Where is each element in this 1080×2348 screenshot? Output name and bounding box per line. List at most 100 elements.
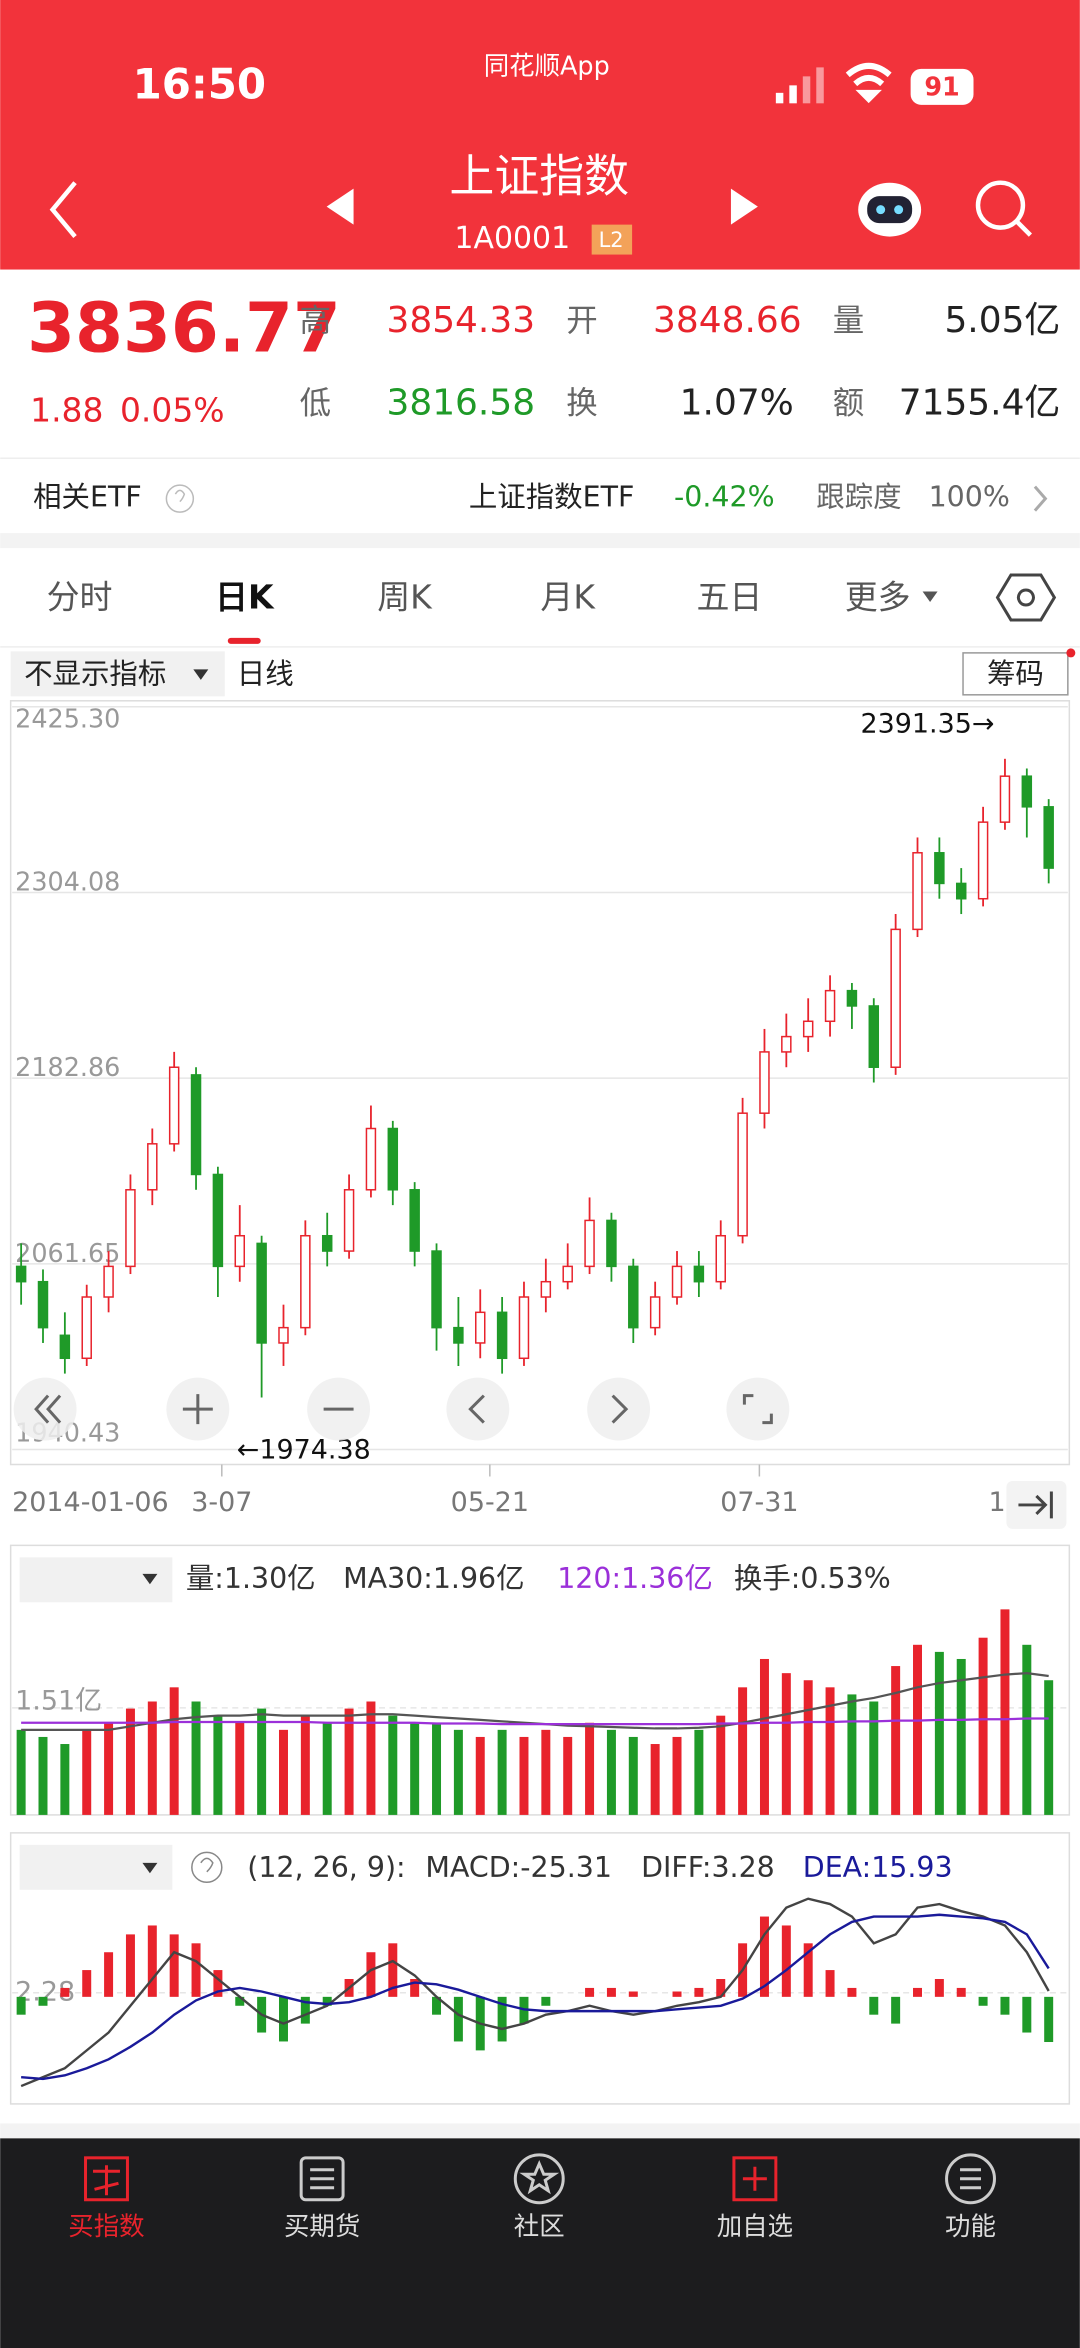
title: 上证指数 — [449, 150, 629, 203]
macd-bar — [585, 1987, 595, 1997]
volume-bar — [541, 1729, 551, 1815]
field-label: 高 — [300, 303, 331, 339]
back-button[interactable] — [49, 181, 77, 239]
move-left[interactable] — [446, 1377, 510, 1441]
macd-line — [21, 1913, 1050, 2081]
chip-button[interactable] — [962, 652, 1069, 696]
volume-bar — [147, 1701, 157, 1815]
period: 日线 — [237, 657, 294, 690]
volume-bar — [169, 1687, 179, 1815]
volume-bar — [235, 1722, 245, 1815]
volume-bar — [803, 1680, 813, 1815]
nav-item[interactable]: 社区 — [514, 2212, 565, 2242]
macd-bar — [300, 1996, 310, 2024]
macd-bar — [60, 1987, 70, 1997]
volume-bar — [869, 1701, 879, 1815]
candle-body — [715, 1234, 726, 1283]
candle-body — [103, 1265, 114, 1298]
candle-body — [59, 1334, 71, 1360]
candle-body — [343, 1189, 355, 1252]
volume-bar — [563, 1736, 573, 1815]
candle-body — [212, 1173, 224, 1268]
tab[interactable]: 分时 — [47, 577, 113, 616]
etf-arrow[interactable] — [1033, 485, 1048, 512]
tab[interactable]: 周K — [377, 577, 433, 616]
volume-bar — [82, 1729, 92, 1815]
macd-bar — [16, 1996, 26, 2015]
volume-bar — [1000, 1609, 1010, 1815]
macd-bar — [847, 1987, 857, 1997]
macd-help[interactable] — [191, 1851, 223, 1884]
macd-bar — [322, 1996, 332, 2006]
fast-back[interactable] — [13, 1377, 77, 1441]
volume-bar — [978, 1637, 988, 1815]
next-button[interactable] — [730, 188, 758, 225]
y-tick-label: 2061.65 — [15, 1239, 120, 1269]
candle-body — [453, 1326, 464, 1344]
bottom-nav: 买指数 买期货 社区 加自选 功能 — [68, 2212, 996, 2242]
tab[interactable]: 五日 — [696, 577, 762, 616]
volume-label: 换手:0.53% — [734, 1562, 891, 1595]
candle-body — [365, 1127, 377, 1191]
tab[interactable]: 更多 — [845, 577, 911, 616]
indicator-bg[interactable] — [10, 651, 225, 697]
macd-bar — [453, 1996, 463, 2042]
nav-item[interactable]: 加自选 — [717, 2212, 793, 2242]
x-tick-label: 2014-01-06 — [12, 1487, 169, 1518]
candle-body — [387, 1127, 399, 1191]
fullscreen[interactable] — [726, 1377, 790, 1441]
candle-body — [147, 1143, 158, 1191]
bottom-nav-bg — [0, 2138, 1080, 2348]
macd-bar — [147, 1925, 157, 1997]
macd-line — [20, 1897, 1050, 2088]
tab[interactable]: 月K — [540, 577, 596, 616]
field-value: 5.05亿 — [944, 300, 1060, 341]
prev-button[interactable] — [326, 188, 354, 225]
macd-bar — [104, 1952, 114, 1997]
macd-bar — [672, 1991, 682, 1997]
tab[interactable]: 日K — [215, 577, 275, 616]
volume-bar — [759, 1658, 769, 1815]
macd-bar — [82, 1970, 92, 1997]
candle-body — [781, 1035, 792, 1053]
volume-bar — [956, 1658, 966, 1815]
candle-body — [15, 1265, 27, 1283]
candle-body — [540, 1280, 552, 1298]
y-tick-label: 2304.08 — [15, 867, 120, 897]
indicator-select[interactable]: 不显示指标 — [24, 657, 166, 690]
candle-body — [912, 852, 923, 931]
search-button[interactable] — [975, 180, 1033, 237]
macd-bar — [191, 1943, 201, 1997]
candle-body — [300, 1234, 311, 1329]
change: 1.88 — [30, 390, 103, 429]
macd-bar — [913, 1987, 922, 1997]
robot-button[interactable] — [858, 182, 922, 237]
settings-button[interactable] — [995, 573, 1057, 622]
macd-bar — [825, 1970, 835, 1997]
nav-item[interactable]: 功能 — [945, 2212, 996, 2242]
candle-body — [168, 1066, 180, 1145]
field-value: 3816.58 — [387, 382, 536, 423]
nav-item[interactable]: 买期货 — [284, 2212, 360, 2242]
macd-bar — [169, 1934, 179, 1997]
volume-bar — [16, 1729, 26, 1815]
y-tick-label: 1.51亿 — [15, 1685, 102, 1716]
x-tick-label: 07-31 — [720, 1487, 798, 1518]
change-pct: 0.05% — [120, 390, 225, 429]
candle-body — [256, 1242, 267, 1344]
macd-bar — [1044, 1996, 1054, 2043]
help-icon[interactable] — [165, 484, 195, 513]
macd-bar — [956, 1987, 966, 1997]
x-tick-label: 05-21 — [451, 1487, 529, 1518]
macd-label: DEA:15.93 — [803, 1851, 953, 1884]
volume-bar — [1044, 1680, 1054, 1815]
more-arrow — [922, 591, 938, 602]
track-value: 100% — [929, 481, 1010, 514]
x-tick-label: 1 — [988, 1487, 1005, 1518]
etf-name[interactable]: 上证指数ETF — [469, 481, 634, 514]
etf-label: 相关ETF — [33, 481, 142, 514]
candle-body — [584, 1219, 595, 1268]
move-right[interactable] — [587, 1377, 651, 1441]
nav-item[interactable]: 买指数 — [68, 2212, 144, 2242]
